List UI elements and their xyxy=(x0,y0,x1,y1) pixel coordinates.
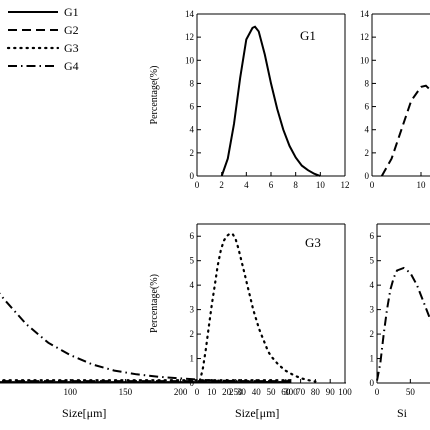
x-tick-label: 0 xyxy=(375,387,380,397)
y-tick-label: 4 xyxy=(370,280,375,290)
panel-g4: 0 1 2 3 4 5 6 0 50 Si xyxy=(370,223,430,420)
y-tick-label: 0 xyxy=(365,171,370,181)
panel-g1: 0 2 4 6 8 10 12 14 0 2 4 6 8 10 12 Percentage(%) G1 xyxy=(149,9,350,190)
x-tick-label: 30 xyxy=(237,387,247,397)
x-tick-label: 70 xyxy=(296,387,306,397)
y-tick-label: 4 xyxy=(190,125,195,135)
y-tick-label: 2 xyxy=(190,329,195,339)
series-line-g4-left xyxy=(0,292,291,384)
series-line-g2 xyxy=(380,84,430,177)
series-line-g3 xyxy=(198,232,317,383)
legend: G1 G2 G3 G4 xyxy=(6,5,79,73)
x-axis-title: Size[μm] xyxy=(62,406,106,420)
y-tick-label: 2 xyxy=(190,148,195,158)
y-tick-label: 14 xyxy=(185,9,195,19)
x-tick-label: 200 xyxy=(174,387,188,397)
y-tick-label: 12 xyxy=(185,32,194,42)
x-tick-label: 60 xyxy=(281,387,291,397)
y-tick-label: 3 xyxy=(190,305,195,315)
y-tick-label: 1 xyxy=(190,354,195,364)
y-axis-title: Percentage(%) xyxy=(149,66,160,125)
y-tick-label: 4 xyxy=(365,125,370,135)
y-tick-label: 12 xyxy=(360,32,369,42)
y-tick-label: 8 xyxy=(365,78,370,88)
x-tick-label: 6 xyxy=(269,180,274,190)
x-tick-label: 0 xyxy=(195,387,200,397)
y-tick-label: 2 xyxy=(365,148,370,158)
x-tick-label: 0 xyxy=(195,180,200,190)
y-tick-label: 6 xyxy=(190,102,195,112)
y-tick-label: 6 xyxy=(370,231,375,241)
x-tick-label: 10 xyxy=(316,180,326,190)
y-tick-label: 0 xyxy=(190,171,195,181)
x-tick-label: 150 xyxy=(119,387,133,397)
x-tick-label: 2 xyxy=(219,180,224,190)
y-tick-label: 0 xyxy=(190,378,195,388)
x-tick-label: 300 xyxy=(284,387,298,397)
y-tick-label: 10 xyxy=(360,55,370,65)
y-tick-label: 10 xyxy=(185,55,195,65)
panel-g2: 0 2 4 6 8 10 12 14 0 10 xyxy=(360,9,430,190)
x-axis-title: Size[μm] xyxy=(235,406,279,420)
y-axis-title: Percentage(%) xyxy=(149,274,160,333)
panel-label: G1 xyxy=(300,28,316,43)
y-tick-label: 5 xyxy=(370,256,375,266)
x-tick-label: 20 xyxy=(222,387,232,397)
x-tick-label: 12 xyxy=(341,180,350,190)
y-tick-label: 4 xyxy=(190,280,195,290)
panel-label: G3 xyxy=(305,235,321,250)
x-tick-label: 4 xyxy=(244,180,249,190)
y-tick-label: 1 xyxy=(370,354,375,364)
y-tick-label: 5 xyxy=(190,256,195,266)
y-tick-label: 14 xyxy=(360,9,370,19)
x-tick-label: 250 xyxy=(229,387,243,397)
y-tick-label: 6 xyxy=(190,231,195,241)
legend-label: G4 xyxy=(64,59,79,73)
x-tick-label: 90 xyxy=(326,387,336,397)
x-tick-label: 50 xyxy=(267,387,277,397)
y-tick-label: 8 xyxy=(190,78,195,88)
legend-label: G2 xyxy=(64,23,79,37)
x-tick-label: 50 xyxy=(406,387,416,397)
y-tick-label: 3 xyxy=(370,305,375,315)
x-tick-label: 40 xyxy=(252,387,262,397)
x-tick-label: 100 xyxy=(64,387,78,397)
legend-label: G1 xyxy=(64,5,79,19)
y-tick-label: 6 xyxy=(365,102,370,112)
y-tick-label: 0 xyxy=(370,378,375,388)
x-tick-label: 80 xyxy=(311,387,321,397)
series-line-g4 xyxy=(376,266,430,381)
legend-label: G3 xyxy=(64,41,79,55)
series-line-g1 xyxy=(220,25,321,177)
y-tick-label: 2 xyxy=(370,329,375,339)
x-axis-title: Si xyxy=(397,406,408,420)
x-tick-label: 10 xyxy=(417,180,427,190)
x-tick-label: 10 xyxy=(207,387,217,397)
x-tick-label: 0 xyxy=(370,180,375,190)
x-tick-label: 100 xyxy=(338,387,352,397)
x-tick-label: 8 xyxy=(293,180,298,190)
